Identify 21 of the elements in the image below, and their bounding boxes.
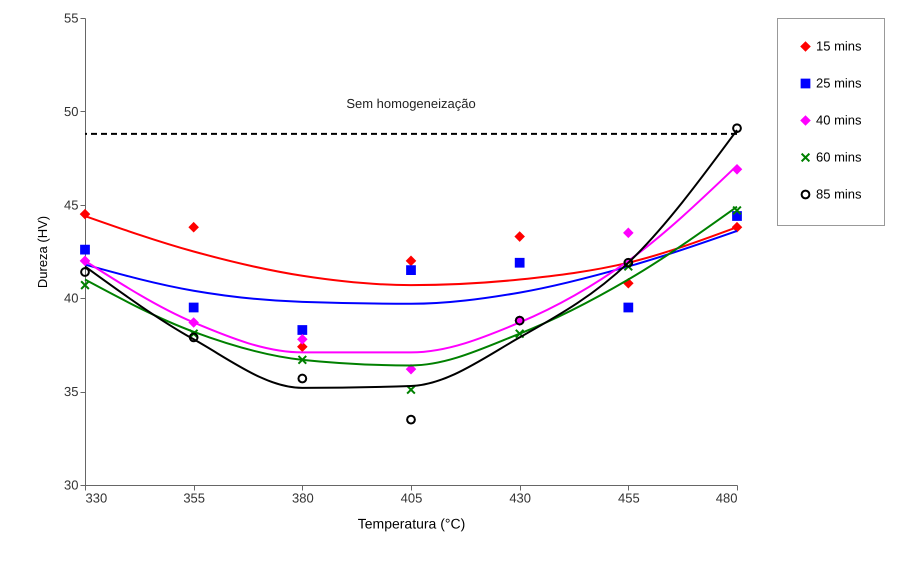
ref-line-label: Sem homogeneização (346, 96, 476, 111)
y-tick-label: 30 (64, 478, 78, 492)
y-axis-title: Dureza (HV) (35, 216, 50, 288)
y-tick-label: 50 (64, 104, 78, 119)
x-tick-label: 430 (509, 490, 532, 506)
y-tick-label: 45 (64, 197, 78, 212)
x-tick-label: 480 (716, 490, 738, 506)
legend-label: 60 mins (816, 150, 862, 164)
y-tick-label: 35 (64, 384, 78, 400)
legend-label: 85 mins (816, 186, 862, 202)
legend-label: 25 mins (816, 76, 862, 90)
x-tick-label: 405 (400, 490, 422, 506)
y-tick-label: 55 (64, 10, 78, 26)
x-axis-title: Temperatura (°C) (358, 516, 466, 532)
legend-label: 40 mins (816, 112, 862, 128)
legend-label: 15 mins (816, 38, 862, 54)
x-tick-label: 380 (292, 490, 314, 506)
x-tick-label: 355 (183, 490, 206, 506)
x-tick-label: 455 (618, 490, 640, 506)
x-tick-label: 330 (86, 490, 108, 506)
y-tick-label: 40 (64, 290, 78, 306)
